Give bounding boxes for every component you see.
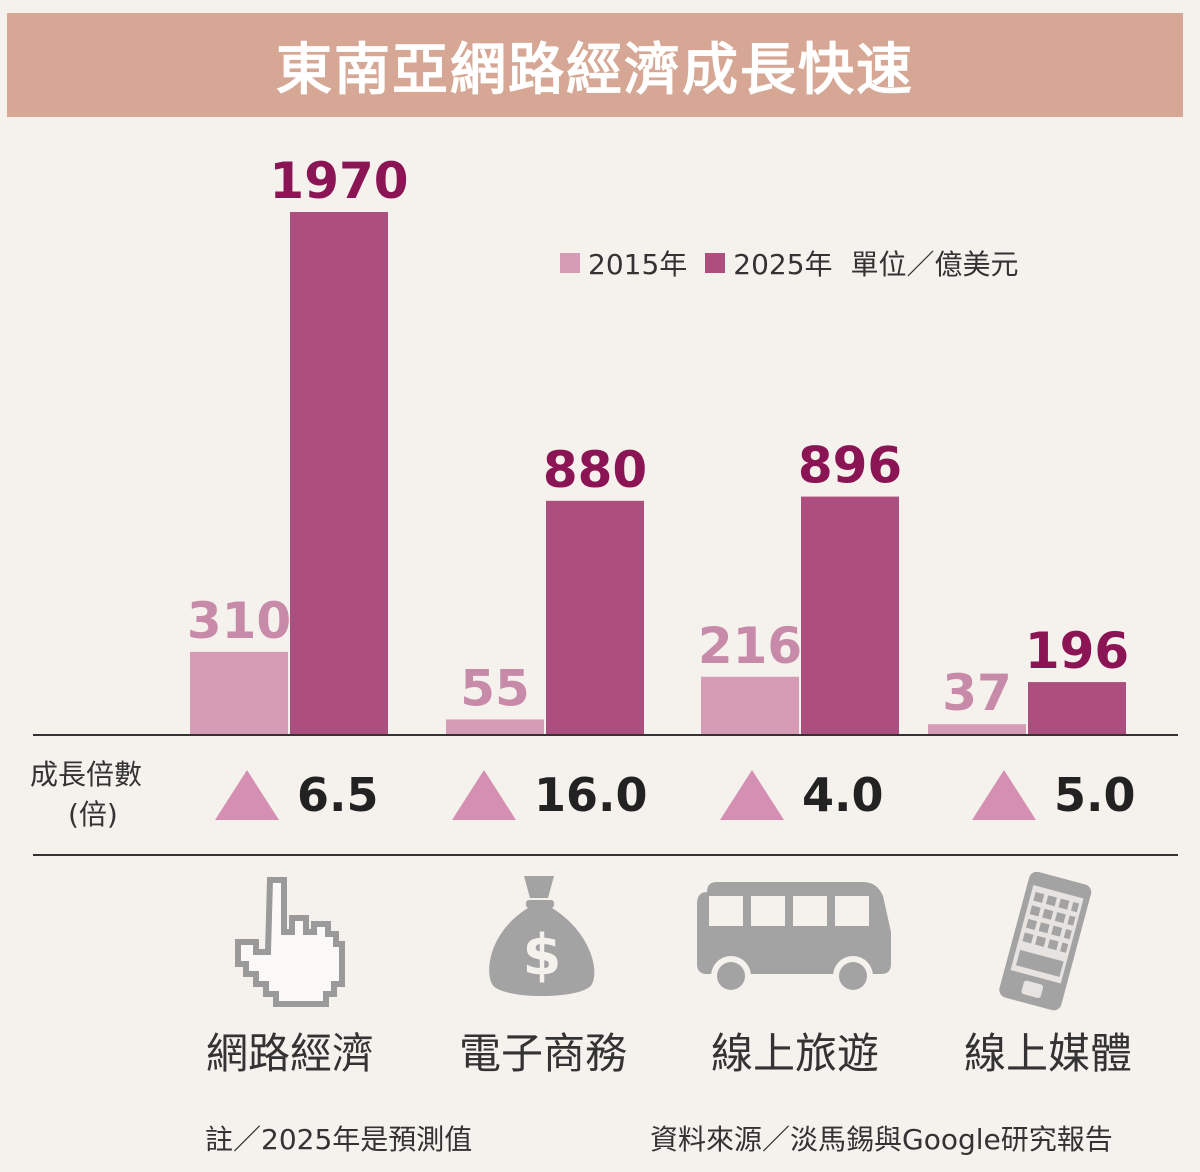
- bar-2015: [190, 651, 288, 734]
- growth-value: 4.0: [802, 768, 884, 822]
- legend-swatch-2025: [705, 253, 726, 273]
- growth-value: 6.5: [297, 768, 379, 822]
- footnote: 註／2025年是預測值: [205, 1123, 473, 1156]
- data-label: 55: [460, 659, 530, 717]
- bar-2025: [546, 500, 644, 734]
- category-label: 電子商務: [458, 1029, 627, 1078]
- data-label: 216: [698, 617, 802, 675]
- category-label: 線上媒體: [963, 1029, 1132, 1078]
- growth-item: 4.0: [720, 765, 884, 825]
- category-label: 網路經濟: [205, 1029, 374, 1078]
- growth-label: 成長倍數 (倍): [30, 755, 142, 835]
- legend-item-2025: 2025年: [705, 243, 833, 283]
- title-banner: 東南亞網路經濟成長快速: [7, 13, 1183, 117]
- triangle-up-icon: [215, 770, 279, 820]
- chart-title: 東南亞網路經濟成長快速: [276, 37, 914, 103]
- money-bag-icon: $: [489, 876, 595, 996]
- data-label: 880: [543, 441, 647, 499]
- bar-2015: [701, 676, 799, 734]
- data-label: 1970: [269, 152, 408, 210]
- hand-pointer-icon: [235, 877, 345, 1007]
- data-label: 196: [1025, 622, 1129, 680]
- unit-label: 單位／億美元: [850, 248, 1019, 281]
- bar-2025: [290, 212, 388, 734]
- bar-2025: [801, 496, 899, 734]
- triangle-up-icon: [452, 770, 516, 820]
- data-label: 37: [942, 664, 1012, 722]
- legend: 2015年 2025年 單位／億美元: [560, 243, 1019, 283]
- svg-text:$: $: [523, 923, 562, 988]
- divider: [33, 854, 1178, 856]
- legend-item-2015: 2015年: [560, 243, 687, 283]
- category-label: 線上旅遊: [710, 1029, 879, 1078]
- growth-value: 5.0: [1054, 768, 1136, 822]
- legend-swatch-2015: [560, 253, 580, 273]
- legend-label-2015: 2015年: [588, 248, 688, 281]
- smartphone-icon: [999, 872, 1092, 1011]
- legend-label-2025: 2025年: [733, 248, 833, 281]
- data-label: 896: [798, 437, 902, 495]
- bar-2015: [928, 724, 1026, 734]
- growth-label-line2: (倍): [68, 798, 118, 831]
- data-label: 310: [187, 592, 291, 650]
- growth-item: 16.0: [452, 765, 648, 825]
- growth-item: 5.0: [972, 765, 1136, 825]
- bar-2025: [1028, 682, 1126, 734]
- growth-item: 6.5: [215, 765, 379, 825]
- growth-value: 16.0: [534, 768, 648, 822]
- growth-label-line1: 成長倍數: [30, 758, 143, 791]
- triangle-up-icon: [720, 770, 784, 820]
- bus-icon: [697, 882, 891, 996]
- bar-2015: [446, 719, 544, 734]
- source-note: 資料來源／淡馬錫與Google研究報告: [650, 1123, 1113, 1156]
- triangle-up-icon: [972, 770, 1036, 820]
